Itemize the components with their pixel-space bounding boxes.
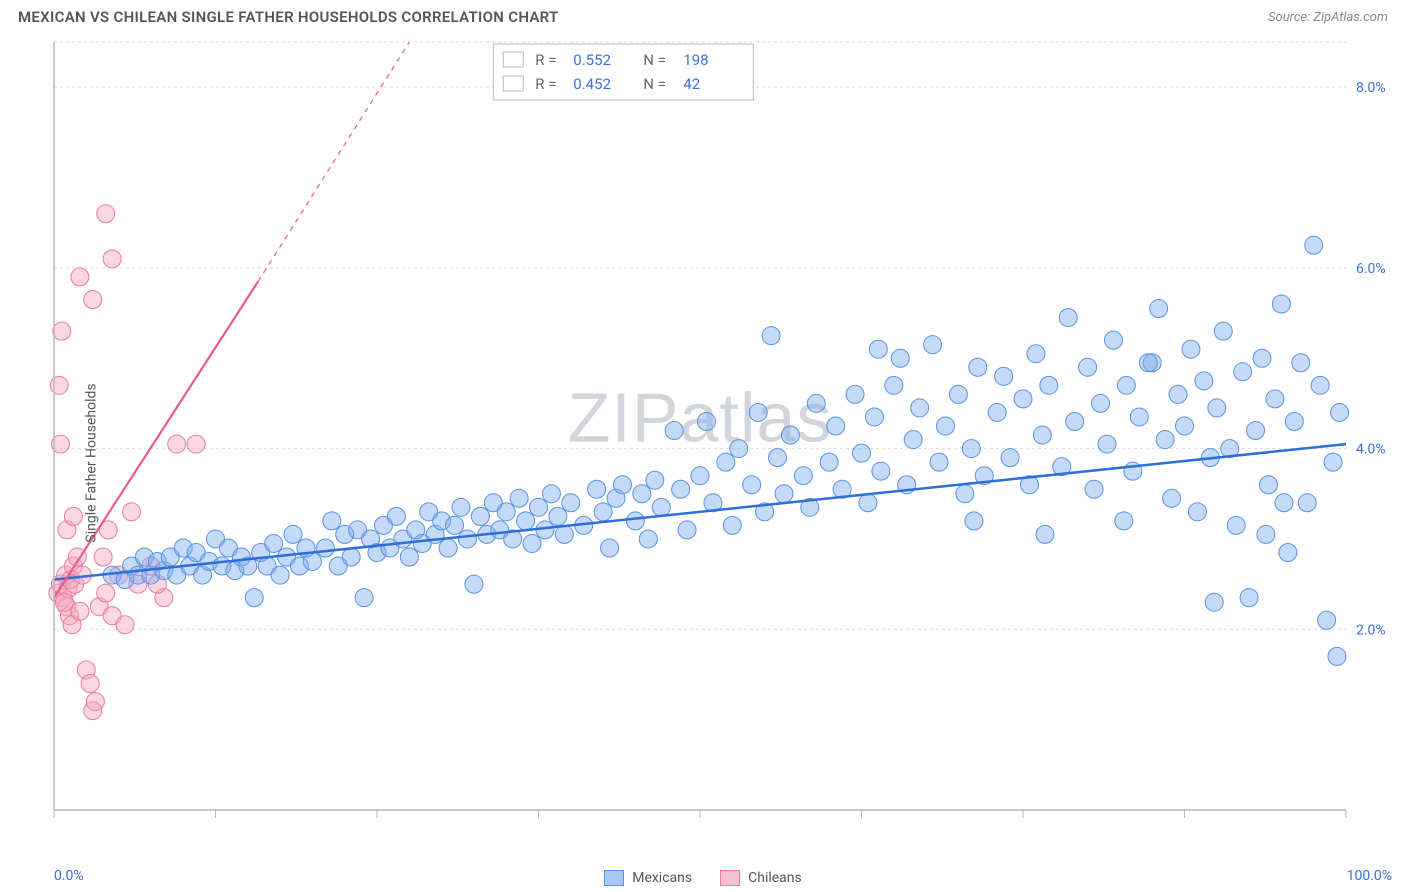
- svg-text:0.552: 0.552: [573, 51, 611, 69]
- scatter-chart: 2.0%4.0%6.0%8.0%ZIPatlasR =0.552N =198R …: [0, 34, 1406, 854]
- svg-text:6.0%: 6.0%: [1356, 261, 1386, 277]
- legend-label-chileans: Chileans: [748, 870, 802, 886]
- chart-title: MEXICAN VS CHILEAN SINGLE FATHER HOUSEHO…: [18, 8, 559, 26]
- legend-label-mexicans: Mexicans: [632, 870, 692, 886]
- svg-text:198: 198: [683, 51, 708, 69]
- svg-text:42: 42: [683, 75, 700, 93]
- chart-source: Source: ZipAtlas.com: [1268, 10, 1388, 25]
- legend-swatch-mexicans: [604, 870, 624, 886]
- legend-swatch-chileans: [720, 870, 740, 886]
- svg-text:N =: N =: [643, 75, 666, 93]
- chart-header: MEXICAN VS CHILEAN SINGLE FATHER HOUSEHO…: [0, 0, 1406, 32]
- svg-text:0.452: 0.452: [573, 75, 611, 93]
- legend: Mexicans Chileans: [0, 870, 1406, 886]
- svg-text:R =: R =: [535, 51, 556, 69]
- svg-text:R =: R =: [535, 75, 556, 93]
- legend-item-chileans: Chileans: [720, 870, 802, 886]
- y-axis-label: Single Father Households: [84, 383, 100, 542]
- svg-text:4.0%: 4.0%: [1356, 442, 1386, 458]
- svg-text:8.0%: 8.0%: [1356, 80, 1386, 96]
- chart-area: Single Father Households 2.0% 4.0% 6.0% 8.0…: [0, 34, 1406, 892]
- legend-item-mexicans: Mexicans: [604, 870, 692, 886]
- svg-text:N =: N =: [643, 51, 666, 69]
- svg-text:2.0%: 2.0%: [1356, 622, 1386, 638]
